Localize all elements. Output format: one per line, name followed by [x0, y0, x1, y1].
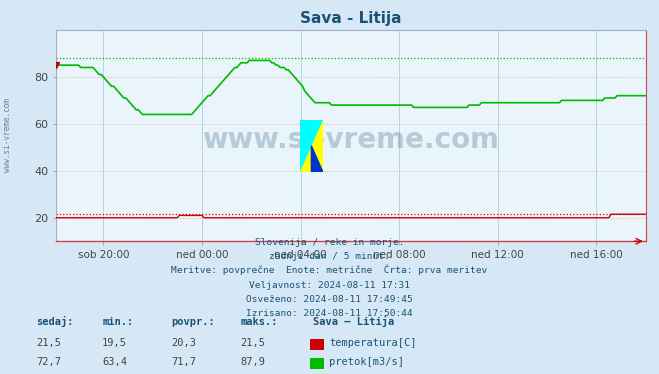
Text: Veljavnost: 2024-08-11 17:31: Veljavnost: 2024-08-11 17:31: [249, 280, 410, 289]
Text: 87,9: 87,9: [241, 357, 266, 367]
Polygon shape: [300, 120, 323, 172]
Text: www.si-vreme.com: www.si-vreme.com: [202, 126, 500, 154]
Text: 21,5: 21,5: [36, 338, 61, 348]
Text: maks.:: maks.:: [241, 318, 278, 327]
Text: 72,7: 72,7: [36, 357, 61, 367]
Text: pretok[m3/s]: pretok[m3/s]: [330, 357, 405, 367]
Text: 63,4: 63,4: [102, 357, 127, 367]
Polygon shape: [312, 146, 323, 172]
Text: zadnji dan / 5 minut.: zadnji dan / 5 minut.: [269, 252, 390, 261]
Text: 71,7: 71,7: [171, 357, 196, 367]
Text: Osveženo: 2024-08-11 17:49:45: Osveženo: 2024-08-11 17:49:45: [246, 295, 413, 304]
Text: sedaj:: sedaj:: [36, 316, 74, 327]
Text: www.si-vreme.com: www.si-vreme.com: [3, 98, 13, 172]
Title: Sava - Litija: Sava - Litija: [300, 11, 402, 26]
Text: temperatura[C]: temperatura[C]: [330, 338, 417, 348]
Text: Sava – Litija: Sava – Litija: [313, 316, 394, 327]
Text: povpr.:: povpr.:: [171, 318, 215, 327]
Text: Izrisano: 2024-08-11 17:50:44: Izrisano: 2024-08-11 17:50:44: [246, 309, 413, 318]
Text: Slovenija / reke in morje.: Slovenija / reke in morje.: [255, 238, 404, 247]
Text: 20,3: 20,3: [171, 338, 196, 348]
Polygon shape: [300, 120, 323, 172]
Text: Meritve: povprečne  Enote: metrične  Črta: prva meritev: Meritve: povprečne Enote: metrične Črta:…: [171, 265, 488, 275]
Text: 21,5: 21,5: [241, 338, 266, 348]
Text: min.:: min.:: [102, 318, 133, 327]
Text: 19,5: 19,5: [102, 338, 127, 348]
